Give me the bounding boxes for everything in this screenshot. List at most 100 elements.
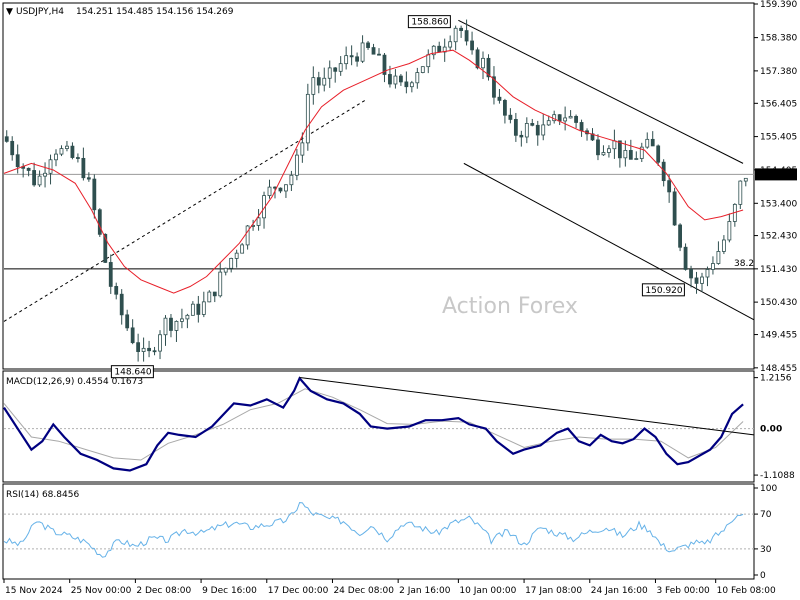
candle-body <box>37 175 42 186</box>
candle-body <box>114 286 119 295</box>
candle-body <box>26 167 31 171</box>
candle-body <box>152 350 157 353</box>
candle-body <box>322 77 327 86</box>
candle-body <box>245 225 250 246</box>
price-y-tick-label: 155.405 <box>760 133 797 143</box>
candle-body <box>305 93 310 144</box>
x-tick-label: 3 Feb 00:00 <box>656 586 710 596</box>
candle-body <box>97 209 102 235</box>
candle-body <box>650 138 655 147</box>
candle-body <box>125 314 130 329</box>
candle-body <box>607 148 611 153</box>
candle-body <box>185 314 190 320</box>
macd-main-line <box>3 376 744 472</box>
candle-body <box>59 148 64 155</box>
candle-body <box>470 40 474 51</box>
price-panel-frame <box>2 2 755 370</box>
macd-label: MACD(12,26,9) 0.4554 0.1673 <box>6 377 143 387</box>
candle-body <box>689 269 693 279</box>
candle-body <box>4 136 9 142</box>
candle-body <box>634 158 639 160</box>
candle-body <box>119 293 124 316</box>
candle-body <box>612 140 617 150</box>
rsi-y-tick-label: 70 <box>760 510 772 520</box>
rsi-line <box>3 502 744 558</box>
candle-body <box>234 252 239 259</box>
candle-body <box>388 74 392 85</box>
header-arrow-icon[interactable]: ▼ <box>6 7 13 17</box>
candle-body <box>294 154 299 176</box>
rsi-y-tick-label: 100 <box>760 484 777 494</box>
macd-current-box <box>754 422 780 436</box>
candle-body <box>628 150 633 160</box>
candle-body <box>568 115 573 119</box>
x-tick-label: 25 Nov 00:00 <box>71 586 132 596</box>
candle-body <box>431 45 436 56</box>
candle-body <box>404 81 409 88</box>
fib-label: 38.2 <box>734 259 754 269</box>
header-symbol: USDJPY,H4 <box>16 7 64 17</box>
candle-body <box>574 115 578 123</box>
candle-body <box>508 114 513 120</box>
candle-body <box>415 72 420 84</box>
candle-body <box>398 75 403 83</box>
candle-body <box>497 96 502 101</box>
candle-body <box>639 146 644 159</box>
watermark: Action Forex <box>442 294 578 319</box>
candle-body <box>240 244 245 254</box>
candle-body <box>289 174 294 186</box>
candle-body <box>81 157 86 179</box>
rsi-panel-frame <box>2 483 755 580</box>
candle-body <box>645 138 650 148</box>
candle-body <box>481 57 485 69</box>
candle-body <box>596 139 600 156</box>
candle-body <box>420 66 425 73</box>
candle-body <box>147 347 151 352</box>
annotation-label: 158.860 <box>411 18 448 28</box>
candle-body <box>683 246 688 270</box>
candle-body <box>180 318 184 322</box>
candle-body <box>311 77 316 95</box>
price-y-tick-label: 158.380 <box>760 34 797 44</box>
candle-body <box>141 347 146 352</box>
candle-body <box>54 153 58 161</box>
candle-body <box>617 140 622 159</box>
candle-body <box>700 276 704 284</box>
macd-y-tick-label: -1.1088 <box>760 471 795 481</box>
candle-body <box>524 123 529 138</box>
candle-body <box>459 27 464 31</box>
candle-body <box>492 76 496 98</box>
candle-body <box>278 187 283 192</box>
candle-body <box>103 233 108 263</box>
candle-body <box>229 258 234 269</box>
x-tick-label: 15 Nov 2024 <box>5 586 63 596</box>
current-price-box <box>755 168 797 181</box>
candle-body <box>158 334 162 352</box>
candle-body <box>437 45 442 53</box>
price-y-tick-label: 148.455 <box>760 364 797 374</box>
price-y-tick-label: 149.455 <box>760 331 797 341</box>
macd-trendline <box>299 376 755 436</box>
candle-body <box>464 30 469 42</box>
candle-body <box>108 262 113 287</box>
price-y-tick-label: 150.430 <box>760 298 797 308</box>
price-trendline-1 <box>458 19 744 164</box>
candle-body <box>716 251 721 264</box>
macd-signal-line <box>3 388 744 461</box>
candle-body <box>316 77 321 86</box>
x-tick-label: 24 Dec 08:00 <box>333 586 394 596</box>
axis-layer: 159.390158.380157.380156.405155.405154.4… <box>3 0 797 596</box>
macd-y-tick-label: 1.2156 <box>760 374 792 384</box>
price-y-tick-label: 156.405 <box>760 99 797 109</box>
annotation-box <box>407 15 451 29</box>
candle-body <box>738 180 743 205</box>
rsi-layer <box>3 502 754 558</box>
candle-body <box>409 82 414 88</box>
candle-body <box>212 291 217 297</box>
rsi-y-tick-label: 30 <box>760 545 772 555</box>
candle-body <box>43 172 47 177</box>
candle-body <box>486 57 491 78</box>
candle-body <box>32 170 37 186</box>
candle-body <box>442 46 447 53</box>
x-tick-label: 17 Jan 08:00 <box>525 586 582 596</box>
